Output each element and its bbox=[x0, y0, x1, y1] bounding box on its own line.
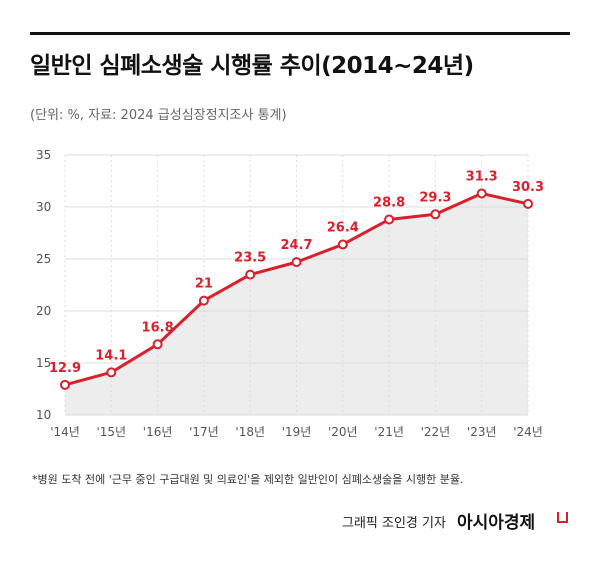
data-label: 26.4 bbox=[327, 220, 359, 235]
data-label: 24.7 bbox=[280, 238, 312, 253]
data-label: 23.5 bbox=[234, 251, 266, 266]
data-point bbox=[384, 214, 395, 225]
data-point bbox=[291, 257, 302, 268]
data-label: 14.1 bbox=[95, 348, 127, 363]
data-label: 29.3 bbox=[419, 190, 451, 205]
x-tick-label: '15년 bbox=[96, 425, 126, 439]
x-tick-label: '20년 bbox=[328, 425, 358, 439]
x-tick-label: '14년 bbox=[50, 425, 80, 439]
data-point bbox=[430, 209, 441, 220]
y-tick-label: 30 bbox=[36, 200, 51, 214]
data-point bbox=[476, 188, 487, 199]
data-point bbox=[198, 295, 209, 306]
graphic-credit: 그래픽 조인경 기자 bbox=[342, 516, 446, 531]
logo-mark-icon bbox=[557, 512, 568, 523]
y-tick-label: 25 bbox=[36, 252, 51, 266]
x-tick-label: '21년 bbox=[374, 425, 404, 439]
x-tick-label: '19년 bbox=[282, 425, 312, 439]
x-tick-label: '24년 bbox=[513, 425, 543, 439]
y-tick-label: 35 bbox=[36, 148, 51, 162]
data-point bbox=[245, 269, 256, 280]
footnote: *병원 도착 전에 '근무 중인 구급대원 및 의료인'을 제외한 일반인이 심… bbox=[32, 473, 464, 486]
x-tick-label: '18년 bbox=[235, 425, 265, 439]
x-tick-label: '17년 bbox=[189, 425, 219, 439]
data-point bbox=[60, 379, 70, 390]
y-tick-label: 20 bbox=[36, 304, 51, 318]
data-label: 12.9 bbox=[49, 361, 81, 376]
x-tick-label: '16년 bbox=[143, 425, 173, 439]
top-rule bbox=[30, 32, 570, 35]
data-point bbox=[523, 198, 533, 209]
data-label: 21 bbox=[195, 277, 213, 292]
chart-title: 일반인 심폐소생술 시행률 추이(2014~24년) bbox=[30, 53, 474, 79]
data-point bbox=[337, 239, 348, 250]
publisher-logo: 아시아경제 bbox=[457, 513, 536, 533]
data-label: 16.8 bbox=[142, 320, 174, 335]
data-label: 31.3 bbox=[466, 169, 498, 184]
data-label: 28.8 bbox=[373, 195, 405, 210]
data-point bbox=[152, 339, 163, 350]
data-point bbox=[106, 367, 117, 378]
y-tick-label: 15 bbox=[36, 356, 51, 370]
x-tick-label: '22년 bbox=[421, 425, 451, 439]
unit-source-note: (단위: %, 자료: 2024 급성심장정지조사 통계) bbox=[30, 108, 287, 123]
y-tick-label: 10 bbox=[36, 408, 51, 422]
x-tick-label: '23년 bbox=[467, 425, 497, 439]
data-label: 30.3 bbox=[512, 180, 544, 195]
line-chart: 10 15 20 25 30 35 '14년 '15년 '16년 '17년 '18년 '19년 '20년… bbox=[36, 148, 544, 439]
area-fill bbox=[65, 193, 528, 415]
